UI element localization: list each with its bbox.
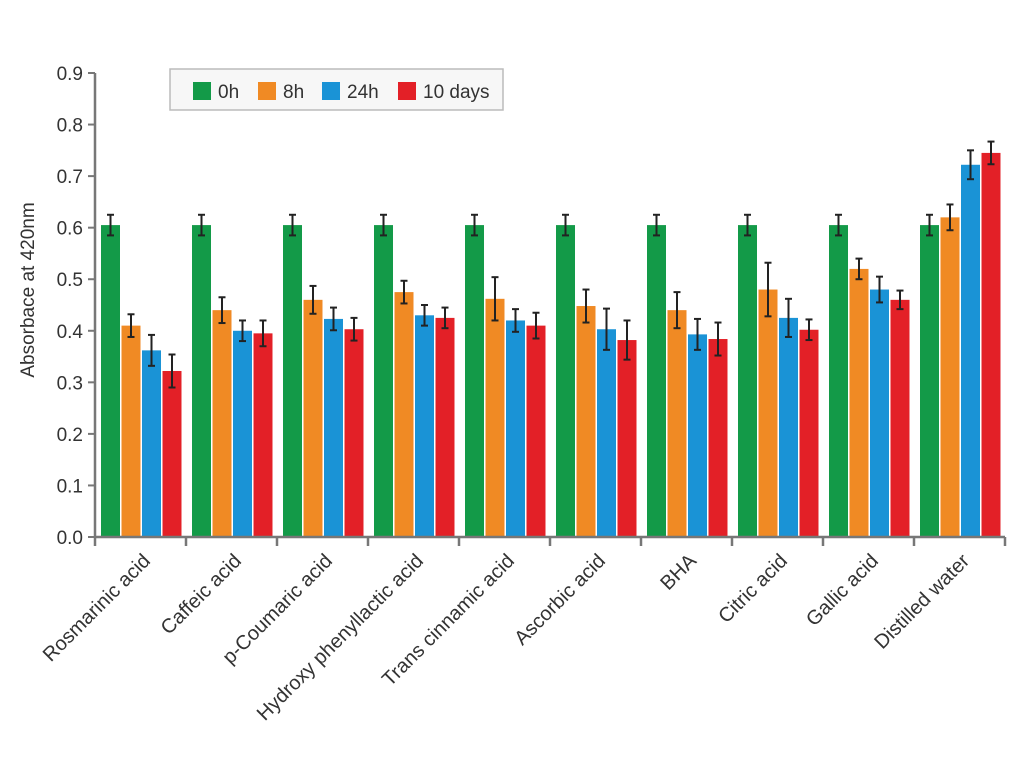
x-tick-label: Citric acid [714,550,792,628]
legend-label-10-days: 10 days [423,82,490,103]
bar-ascorbic-acid-0h [556,225,575,538]
bar-bha-10-days [708,339,728,537]
legend-swatch-10-days [398,82,416,100]
bar-gallic-acid-8h [849,268,869,537]
bar-p-coumaric-acid-10-days [344,329,364,537]
y-tick-label: 0.1 [57,476,83,497]
bar-citric-acid-10-days [799,329,819,537]
bar-distilled-water-8h [940,217,960,537]
bar-rosmarinic-acid-24h [142,350,161,537]
bar-caffeic-acid-10-days [253,333,273,537]
y-tick-label: 0.0 [57,528,83,549]
x-tick-label: Ascorbic acid [510,550,610,650]
bar-distilled-water-10-days [981,152,1001,537]
bar-gallic-acid-10-days [890,299,910,537]
x-tick-label: Distilled water [870,550,974,654]
y-tick-label: 0.4 [57,322,84,343]
bar-rosmarinic-acid-0h [101,225,120,538]
x-tick-label: BHA [656,550,701,595]
y-tick-label: 0.3 [57,373,83,394]
legend-swatch-0h [193,82,211,100]
legend-label-0h: 0h [218,82,239,103]
legend-swatch-8h [258,82,276,100]
legend-label-24h: 24h [347,82,379,103]
x-tick-label: Hydroxy phenyllactic acid [253,550,428,725]
bar-trans-cinnamic-acid-24h [506,320,525,537]
bar-bha-24h [688,334,707,537]
bar-caffeic-acid-24h [233,330,252,537]
bar-trans-cinnamic-acid-8h [485,298,505,537]
bar-caffeic-acid-0h [192,225,211,538]
legend-label-8h: 8h [283,82,304,103]
x-tick-label: Gallic acid [802,550,883,631]
bar-gallic-acid-0h [829,225,848,538]
bar-p-coumaric-acid-8h [303,299,323,537]
bars-layer [101,152,1001,538]
bar-hydroxy-phenyllactic-acid-10-days [435,317,455,537]
bar-trans-cinnamic-acid-0h [465,225,484,538]
x-tick-label: Caffeic acid [157,550,246,639]
error-bars-layer [107,140,995,389]
bar-distilled-water-24h [961,164,980,537]
x-tick-label: Rosmarinic acid [39,550,155,666]
y-ticks-layer: 0.0 0.1 0.2 0.3 0.4 0.5 0.6 0.7 0.8 0.9 [57,64,95,549]
bar-hydroxy-phenyllactic-acid-8h [394,292,414,537]
bar-distilled-water-0h [920,225,939,538]
y-tick-label: 0.2 [57,425,83,446]
bar-gallic-acid-24h [870,289,889,537]
y-tick-label: 0.6 [57,219,83,240]
bar-ascorbic-acid-10-days [617,340,637,537]
y-tick-label: 0.8 [57,116,83,137]
bar-bha-8h [667,310,687,537]
bar-citric-acid-8h [758,289,778,537]
bar-hydroxy-phenyllactic-acid-0h [374,225,393,538]
axes-layer [93,73,1007,546]
bar-caffeic-acid-8h [212,310,232,537]
y-tick-label: 0.7 [57,167,83,188]
y-tick-label: 0.9 [57,64,83,85]
y-axis-title: Absorbace at 420nm [18,202,39,377]
y-tick-label: 0.5 [57,270,83,291]
bar-hydroxy-phenyllactic-acid-24h [415,315,434,537]
legend: 0h 8h 24h 10 days [169,68,504,111]
bar-p-coumaric-acid-24h [324,318,343,537]
bar-rosmarinic-acid-10-days [162,370,182,537]
bar-trans-cinnamic-acid-10-days [526,325,546,537]
bar-ascorbic-acid-24h [597,329,616,537]
bar-ascorbic-acid-8h [576,306,596,537]
bar-bha-0h [647,225,666,538]
bar-citric-acid-24h [779,317,798,537]
bar-citric-acid-0h [738,225,757,538]
bar-rosmarinic-acid-8h [121,325,141,537]
bar-p-coumaric-acid-0h [283,225,302,538]
legend-swatch-24h [322,82,340,100]
